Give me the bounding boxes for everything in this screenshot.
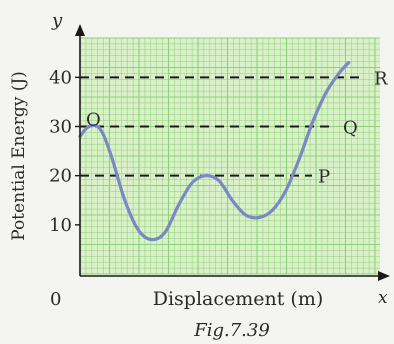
point-label-p: P <box>318 167 330 188</box>
y-tick-label: 20 <box>49 166 72 187</box>
x-axis-label: Displacement (m) <box>153 288 324 310</box>
y-tick-label: 40 <box>49 67 72 88</box>
potential-energy-curve <box>78 61 351 242</box>
y-axis-symbol: y <box>51 10 63 31</box>
x-axis-arrow <box>378 271 390 281</box>
y-tick-label: 30 <box>49 117 72 138</box>
y-axis-arrow <box>75 24 85 36</box>
origin-label: 0 <box>50 289 61 310</box>
point-label-q: Q <box>343 118 358 139</box>
point-label-r: R <box>374 68 388 89</box>
axes <box>75 24 390 281</box>
grid <box>79 37 380 275</box>
figure-caption: Fig.7.39 <box>193 320 270 341</box>
y-axis-label: Potential Energy (J) <box>9 71 29 241</box>
point-label-o: O <box>86 110 101 131</box>
level-labels: O Q P R <box>86 68 388 187</box>
y-ticks: 10 20 30 40 <box>49 67 80 236</box>
y-tick-label: 10 <box>49 215 72 236</box>
x-axis-symbol: x <box>378 288 388 308</box>
